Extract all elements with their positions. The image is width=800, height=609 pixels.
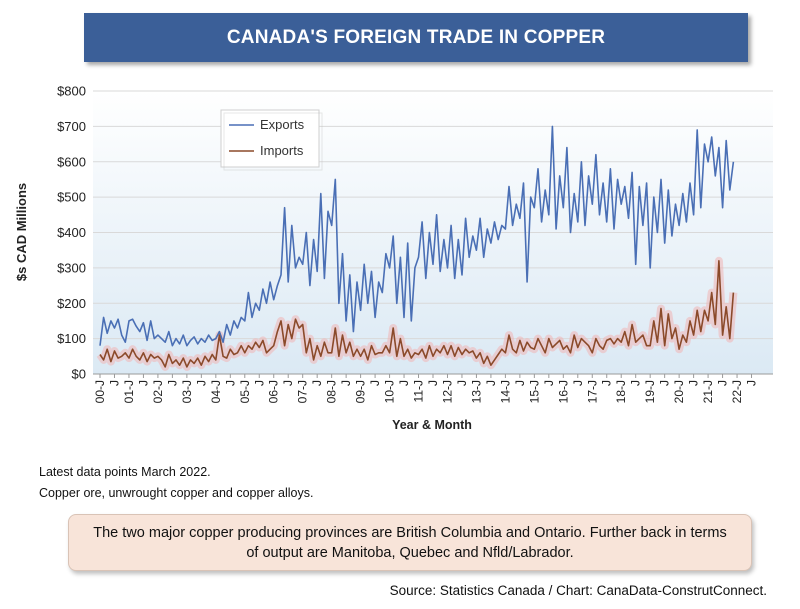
legend-label-exports: Exports <box>260 117 305 132</box>
note-product-scope: Copper ore, unwrought copper and copper … <box>39 486 314 500</box>
x-tick-label: J <box>745 380 759 386</box>
x-tick-label: J <box>339 380 353 386</box>
x-tick-label: J <box>687 380 701 386</box>
x-tick-label: J <box>658 380 672 386</box>
x-tick-label: J <box>310 380 324 386</box>
x-tick-label: J <box>368 380 382 386</box>
x-tick-label: 04-J <box>209 380 223 403</box>
x-tick-label: 19-J <box>643 380 657 403</box>
x-tick-label: 17-J <box>585 380 599 403</box>
x-tick-label: 01-J <box>122 380 136 403</box>
legend: Exports Imports <box>220 109 323 171</box>
x-tick-label: J <box>223 380 237 386</box>
x-tick-label: 14-J <box>498 380 512 403</box>
x-tick-label: 16-J <box>556 380 570 403</box>
x-tick-label: 00-J <box>93 380 107 403</box>
x-tick-label: J <box>484 380 498 386</box>
y-tick-label: $400 <box>57 225 86 240</box>
x-tick-label: 06-J <box>267 380 281 403</box>
legend-label-imports: Imports <box>260 143 304 158</box>
x-tick-label: J <box>571 380 585 386</box>
callout-box: The two major copper producing provinces… <box>68 514 752 571</box>
x-tick-label: 15-J <box>527 380 541 403</box>
y-axis-label: $s CAD Millions <box>14 183 29 281</box>
trade-line-chart: $0$100$200$300$400$500$600$700$800 00-J J… <box>14 84 773 432</box>
x-tick-label: 02-J <box>151 380 165 403</box>
chart-title-banner: CANADA'S FOREIGN TRADE IN COPPER <box>84 13 748 62</box>
x-tick-label: J <box>455 380 469 386</box>
legend-box <box>220 109 320 168</box>
x-tick-label: 12-J <box>440 380 454 403</box>
series-lines <box>99 125 735 368</box>
x-tick-label: J <box>513 380 527 386</box>
x-tick-label: 10-J <box>383 380 397 403</box>
y-axis-ticks: $0 $100 $200 $300 $400 $500 $600 $700 $800 <box>57 84 86 382</box>
x-tick-label: J <box>194 380 208 386</box>
x-tick-label: J <box>542 380 556 386</box>
x-tick-label: 22-J <box>730 380 744 403</box>
x-tick-label: J <box>397 380 411 386</box>
x-tick-label: J <box>107 380 121 386</box>
x-tick-label: J <box>426 380 440 386</box>
y-tick-label: $500 <box>57 190 86 205</box>
y-tick-label: $300 <box>57 260 86 275</box>
exports-line <box>99 125 735 347</box>
y-tick-label: $0 <box>72 367 86 382</box>
x-tick-label: 09-J <box>354 380 368 403</box>
y-tick-label: $800 <box>57 84 86 99</box>
x-tick-label: 11-J <box>412 380 426 402</box>
x-tick-label: J <box>165 380 179 386</box>
x-tick-label: J <box>600 380 614 386</box>
x-tick-label: J <box>252 380 266 386</box>
imports-line <box>99 260 735 368</box>
x-axis-ticks: 00-J J 01-J J 02-J J 03-J J 04-J J 05-J J 06-J J 07-J J… <box>93 374 759 403</box>
x-tick-label: 08-J <box>325 380 339 403</box>
y-tick-label: $200 <box>57 296 86 311</box>
y-tick-label: $100 <box>57 331 86 346</box>
chart-title: CANADA'S FOREIGN TRADE IN COPPER <box>226 26 606 48</box>
x-tick-label: 20-J <box>672 380 686 403</box>
x-tick-label: J <box>716 380 730 386</box>
y-tick-label: $600 <box>57 154 86 169</box>
y-tick-label: $700 <box>57 119 86 134</box>
x-tick-label: J <box>136 380 150 386</box>
x-axis-label: Year & Month <box>392 418 472 432</box>
x-tick-label: 07-J <box>296 380 310 403</box>
x-tick-label: 18-J <box>614 380 628 403</box>
x-tick-label: 21-J <box>701 380 715 403</box>
x-tick-label: 03-J <box>180 380 194 403</box>
x-tick-label: J <box>629 380 643 386</box>
x-tick-label: 13-J <box>469 380 483 403</box>
source-credit: Source: Statistics Canada / Chart: CanaD… <box>389 583 767 598</box>
x-tick-label: 05-J <box>238 380 252 403</box>
note-latest-data: Latest data points March 2022. <box>39 465 211 479</box>
x-tick-label: J <box>281 380 295 386</box>
